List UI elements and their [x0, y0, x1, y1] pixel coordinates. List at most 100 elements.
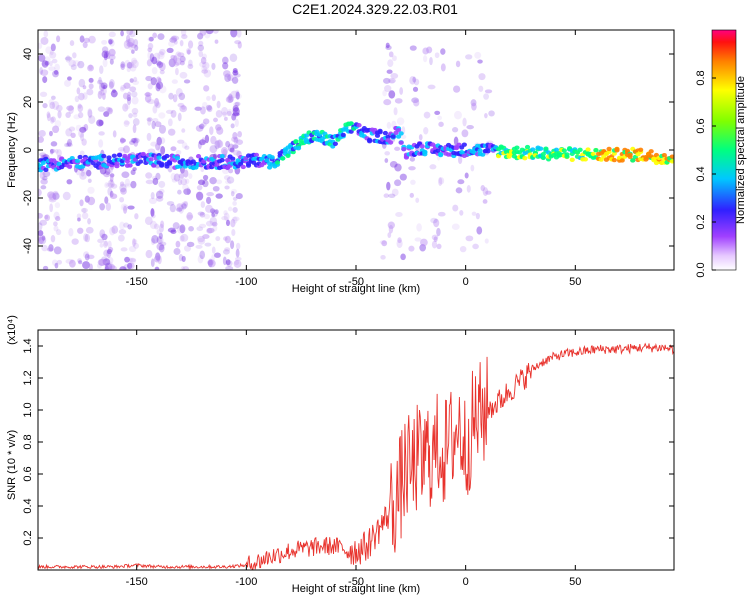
heatmap-cell: [221, 107, 228, 116]
heatmap-cell: [232, 216, 238, 224]
heatmap-cell: [648, 149, 654, 154]
heatmap-cell: [106, 250, 112, 258]
heatmap-cell: [81, 167, 89, 174]
heatmap-cell: [148, 157, 154, 162]
heatmap-cell: [106, 262, 114, 270]
heatmap-cell: [38, 188, 42, 197]
heatmap-cell: [144, 94, 152, 103]
heatmap-cell: [131, 96, 139, 105]
heatmap-cell: [482, 199, 488, 204]
heatmap-cell: [158, 62, 166, 72]
heatmap-cell: [185, 47, 192, 55]
heatmap-cell: [197, 141, 202, 150]
heatmap-cell: [108, 38, 114, 45]
heatmap-cell: [181, 34, 188, 40]
heatmap-cell: [388, 78, 396, 84]
heatmap-cell: [175, 88, 183, 97]
heatmap-cell: [186, 214, 194, 219]
heatmap-cell: [383, 193, 390, 198]
heatmap-cell: [107, 240, 112, 249]
heatmap-cell: [398, 131, 404, 136]
heatmap-cell: [158, 180, 166, 188]
y-tick-label: 0.4: [22, 498, 34, 513]
heatmap-cell: [202, 101, 208, 109]
heatmap-cell: [42, 102, 48, 109]
heatmap-cell: [179, 105, 188, 113]
heatmap-cell: [340, 132, 346, 138]
heatmap-cell: [119, 183, 127, 193]
heatmap-cell: [124, 159, 131, 164]
heatmap-cell: [412, 76, 417, 83]
heatmap-cell: [195, 154, 202, 159]
heatmap-cell: [168, 40, 176, 47]
heatmap-cell: [55, 216, 61, 222]
heatmap-cell: [105, 202, 112, 211]
heatmap-cell: [81, 138, 87, 146]
heatmap-cell: [436, 243, 442, 250]
heatmap-cell: [52, 125, 60, 134]
colorbar-label: Normalized spectral amplitude: [735, 76, 747, 224]
heatmap-cell: [48, 99, 55, 106]
heatmap-cell: [65, 128, 73, 137]
heatmap-cell: [383, 99, 392, 106]
heatmap-cell: [111, 153, 117, 158]
heatmap-cell: [153, 52, 161, 62]
heatmap-cell: [540, 152, 546, 157]
heatmap-cell: [70, 132, 76, 139]
heatmap-cell: [109, 174, 114, 183]
heatmap-cell: [44, 214, 51, 222]
heatmap-cell: [669, 159, 674, 164]
heatmap-cell: [130, 43, 137, 49]
heatmap-cell: [437, 211, 446, 217]
heatmap-cell: [129, 140, 135, 145]
heatmap-cell: [104, 262, 113, 270]
heatmap-cell: [47, 191, 55, 199]
heatmap-cell: [222, 111, 227, 117]
heatmap-cell: [68, 105, 74, 114]
heatmap-cell: [88, 115, 96, 124]
heatmap-cell: [80, 132, 85, 142]
x-tick-label: -100: [235, 276, 257, 288]
heatmap-cell: [187, 59, 193, 67]
heatmap-cell: [42, 176, 48, 181]
heatmap-cell: [401, 146, 407, 152]
heatmap-cell: [453, 136, 459, 146]
heatmap-cell: [224, 185, 230, 190]
heatmap-cell: [232, 113, 237, 119]
heatmap-cell: [48, 130, 53, 137]
heatmap-cell: [39, 67, 43, 75]
heatmap-cell: [179, 39, 184, 47]
heatmap-cell: [627, 154, 633, 159]
heatmap-cell: [128, 257, 137, 263]
chart-title: C2E1.2024.329.22.03.R01: [292, 1, 458, 17]
heatmap-cell: [151, 67, 158, 75]
heatmap-cell: [186, 212, 193, 221]
x-tick-label: -50: [348, 276, 364, 288]
heatmap-cell: [394, 179, 402, 187]
heatmap-cell: [127, 262, 133, 270]
heatmap-cell: [188, 226, 194, 232]
heatmap-cell: [156, 61, 164, 68]
snr-plot-area: [38, 330, 674, 570]
heatmap-cell: [388, 90, 396, 99]
heatmap-cell: [221, 215, 228, 221]
heatmap-cell: [423, 55, 428, 63]
heatmap-cell: [177, 178, 183, 186]
heatmap-cell: [158, 232, 163, 240]
heatmap-cell: [465, 54, 473, 60]
heatmap-cell: [86, 88, 94, 96]
heatmap-cell: [147, 117, 152, 126]
heatmap-cell: [203, 213, 211, 220]
heatmap-cell: [97, 263, 102, 269]
heatmap-cell: [395, 134, 402, 139]
heatmap-cell: [108, 39, 113, 45]
heatmap-cell: [177, 112, 182, 122]
heatmap-cell: [472, 243, 479, 250]
heatmap-cell: [130, 137, 137, 143]
heatmap-cell: [76, 87, 81, 95]
heatmap-cell: [53, 70, 59, 75]
snr-y-label: SNR (10 * v/v): [6, 430, 18, 500]
heatmap-cell: [387, 59, 394, 68]
heatmap-cell: [232, 70, 239, 76]
heatmap-cell: [235, 93, 242, 100]
